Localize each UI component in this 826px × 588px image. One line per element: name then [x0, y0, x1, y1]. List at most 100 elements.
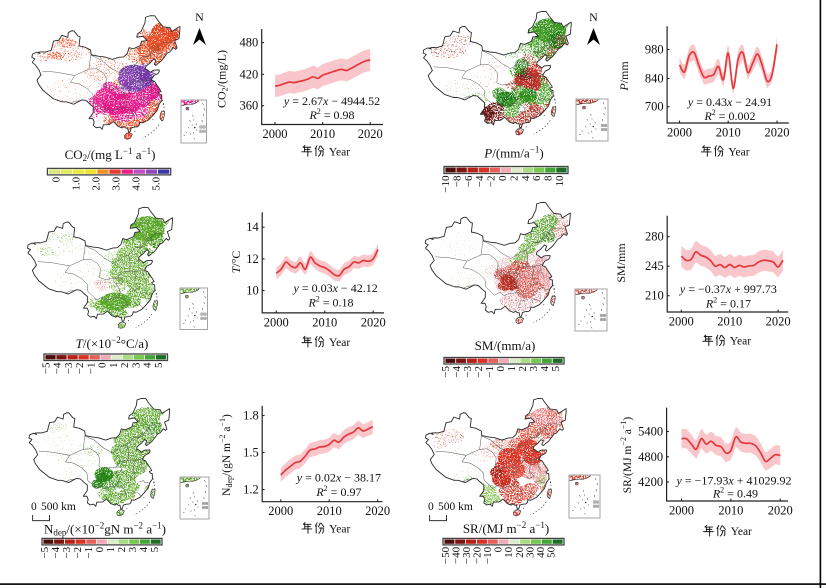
svg-text:2010: 2010: [312, 315, 337, 329]
svg-text:−2: −2: [72, 547, 84, 559]
svg-text:T/(×10−2°C/a): T/(×10−2°C/a): [76, 335, 149, 351]
svg-text:10: 10: [246, 284, 259, 298]
svg-text:20: 20: [514, 546, 526, 558]
svg-text:3: 3: [528, 366, 540, 372]
svg-text:−4: −4: [474, 175, 486, 187]
svg-text:Ndep/(gN m−2 a−1): Ndep/(gN m−2 a−1): [218, 414, 234, 496]
svg-text:y = 0.43x − 24.91: y = 0.43x − 24.91: [687, 95, 772, 109]
svg-text:8: 8: [543, 175, 555, 181]
svg-text:R2 = 0.97: R2 = 0.97: [315, 484, 361, 499]
svg-text:0: 0: [97, 362, 109, 368]
svg-text:−2: −2: [473, 366, 485, 378]
svg-text:4.0: 4.0: [130, 176, 142, 190]
svg-text:−50: −50: [440, 546, 452, 564]
svg-text:Year: Year: [329, 146, 350, 158]
svg-text:30: 30: [524, 546, 536, 558]
svg-text:2010: 2010: [718, 504, 743, 518]
svg-text:−1: −1: [83, 547, 95, 559]
svg-text:−5: −5: [41, 362, 53, 374]
svg-text:2: 2: [119, 363, 131, 369]
svg-text:40: 40: [535, 546, 547, 558]
svg-text:4: 4: [138, 546, 150, 552]
svg-text:245: 245: [645, 259, 664, 273]
svg-text:Year: Year: [728, 146, 749, 158]
svg-text:980: 980: [645, 43, 664, 57]
svg-text:2000: 2000: [669, 315, 694, 329]
svg-text:−10: −10: [440, 175, 452, 193]
svg-text:−5: −5: [39, 546, 51, 558]
svg-text:R2 = 0.17: R2 = 0.17: [705, 296, 751, 311]
svg-text:2: 2: [517, 366, 529, 372]
svg-text:−3: −3: [462, 366, 474, 378]
svg-text:3: 3: [127, 546, 139, 552]
svg-text:2: 2: [508, 176, 520, 182]
svg-text:6: 6: [531, 175, 543, 181]
svg-text:280: 280: [645, 230, 664, 244]
svg-text:1: 1: [105, 547, 117, 553]
svg-text:50: 50: [545, 546, 557, 558]
svg-text:0: 0: [31, 501, 37, 513]
svg-text:3.0: 3.0: [110, 176, 122, 190]
svg-text:14: 14: [246, 220, 259, 234]
svg-text:P/mm: P/mm: [617, 61, 631, 92]
svg-text:P/(mm/a−1): P/(mm/a−1): [483, 145, 543, 161]
svg-text:Year: Year: [730, 336, 751, 348]
svg-text:4800: 4800: [638, 450, 663, 464]
svg-text:2020: 2020: [766, 315, 791, 329]
svg-text:2010: 2010: [317, 504, 342, 518]
svg-text:Year: Year: [329, 523, 350, 535]
svg-text:R2 = 0.98: R2 = 0.98: [308, 107, 354, 122]
svg-text:10: 10: [503, 546, 515, 558]
svg-text:SM/mm: SM/mm: [614, 243, 628, 283]
svg-text:0: 0: [493, 546, 505, 552]
svg-text:500 km: 500 km: [41, 501, 76, 513]
svg-text:4200: 4200: [638, 475, 663, 489]
svg-text:210: 210: [645, 289, 664, 303]
svg-text:−1: −1: [85, 363, 97, 375]
svg-text:−3: −3: [61, 546, 73, 558]
svg-text:3: 3: [130, 362, 142, 368]
svg-text:2000: 2000: [667, 126, 692, 140]
svg-text:4: 4: [142, 362, 154, 368]
svg-text:R2 = 0.18: R2 = 0.18: [307, 295, 353, 310]
svg-text:SR/(MJ m−2 a−1): SR/(MJ m−2 a−1): [619, 417, 634, 494]
svg-text:0: 0: [94, 546, 106, 552]
svg-text:2000: 2000: [264, 315, 289, 329]
svg-text:360: 360: [239, 99, 258, 113]
svg-text:420: 420: [239, 67, 258, 81]
svg-text:1: 1: [506, 366, 518, 372]
svg-text:0: 0: [495, 366, 507, 372]
svg-text:Year: Year: [731, 526, 752, 538]
svg-text:1.8: 1.8: [243, 409, 259, 423]
svg-text:700: 700: [645, 100, 664, 114]
svg-text:N: N: [589, 10, 598, 24]
svg-text:0: 0: [50, 176, 62, 182]
svg-text:2020: 2020: [365, 504, 390, 518]
svg-text:2000: 2000: [669, 504, 694, 518]
svg-text:2020: 2020: [768, 504, 793, 518]
svg-text:2000: 2000: [263, 127, 288, 141]
svg-text:480: 480: [239, 36, 258, 50]
svg-text:y = 0.03x − 42.12: y = 0.03x − 42.12: [292, 281, 377, 295]
svg-text:5: 5: [550, 366, 562, 372]
svg-text:12: 12: [246, 252, 259, 266]
svg-text:−30: −30: [461, 546, 473, 564]
svg-text:y = 0.02x − 38.17: y = 0.02x − 38.17: [296, 471, 381, 485]
svg-text:−5: −5: [440, 366, 452, 378]
svg-text:2: 2: [116, 547, 128, 553]
svg-text:T/°C: T/°C: [229, 251, 243, 274]
svg-text:0: 0: [497, 175, 509, 181]
svg-text:−1: −1: [484, 366, 496, 378]
svg-text:1: 1: [108, 363, 120, 369]
svg-text:Year: Year: [329, 337, 350, 349]
svg-text:4: 4: [520, 175, 532, 181]
svg-text:SM/(mm/a): SM/(mm/a): [475, 338, 536, 353]
svg-text:5.0: 5.0: [150, 176, 162, 190]
svg-text:SR/(MJ m−2 a−1): SR/(MJ m−2 a−1): [463, 520, 549, 536]
svg-text:2010: 2010: [717, 315, 742, 329]
svg-text:CO2/(mg L−1 a−1): CO2/(mg L−1 a−1): [65, 146, 156, 163]
svg-text:4: 4: [539, 366, 551, 372]
svg-text:−4: −4: [451, 366, 463, 378]
svg-text:1.2: 1.2: [243, 483, 259, 497]
svg-text:CO2/(mg/L): CO2/(mg/L): [215, 50, 230, 108]
